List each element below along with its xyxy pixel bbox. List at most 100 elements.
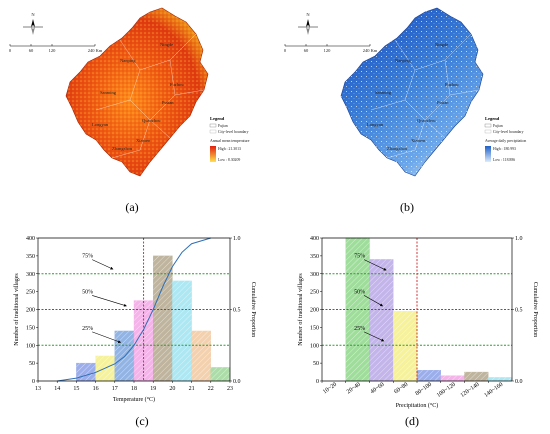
- legend-title: Legend: [485, 116, 500, 121]
- y-tick-label: 200: [26, 308, 35, 314]
- precipitation-map: N 0 60 120 240 Km Ningde N: [284, 7, 526, 177]
- y2-tick-label: 1.0: [515, 236, 523, 242]
- legend-high: High : 180.993: [493, 147, 516, 151]
- city-labels: Ningde Nanping Sanming Fuzhou Putian Qua…: [367, 42, 459, 151]
- histogram-bar-hatch: [393, 311, 417, 381]
- x-tick-label: 23: [227, 386, 233, 392]
- y2-tick-label: 0.0: [233, 379, 241, 385]
- y-tick-label: 0: [32, 379, 35, 385]
- histogram-bar-hatch: [153, 255, 173, 381]
- city-label: Nanping: [395, 58, 411, 63]
- north-arrow-icon: N: [298, 12, 318, 35]
- city-boundaries: [370, 33, 480, 159]
- legend-low: Low : 8.30209: [218, 158, 240, 162]
- percentile-annotation: 75%: [354, 254, 365, 260]
- legend-ramp-title: Annual mean temperature: [210, 139, 250, 143]
- y-tick-label: 100: [310, 343, 319, 349]
- x-tick-label: 140~160: [483, 382, 504, 399]
- north-label: N: [31, 12, 35, 17]
- histogram-bar-hatch: [191, 330, 211, 381]
- scale-label: 120: [324, 48, 332, 53]
- city-label: Longyan: [92, 122, 109, 127]
- legend-high: High : 21.3013: [218, 147, 241, 151]
- temperature-map: N 0 60 120 240 Km: [9, 7, 250, 177]
- y-tick-label: 150: [310, 325, 319, 331]
- percentile-annotation: 50%: [82, 289, 93, 295]
- north-arrow-icon: N: [23, 12, 43, 35]
- city-label: Zhangzhou: [112, 146, 133, 151]
- x-axis-label: Temperature (°C): [113, 396, 155, 403]
- y-tick-label: 300: [310, 272, 319, 278]
- north-label: N: [306, 12, 310, 17]
- y-tick-label: 400: [310, 236, 319, 242]
- scale-label: 60: [304, 48, 309, 53]
- y-tick-label: 400: [26, 236, 35, 242]
- percentile-annotation: 25%: [354, 326, 365, 332]
- x-tick-label: 21: [189, 386, 195, 392]
- city-label: Ningde: [160, 42, 173, 47]
- legend-item: Fujian: [493, 124, 503, 128]
- y-tick-label: 350: [26, 254, 35, 260]
- scale-label: 240 Km: [363, 48, 378, 53]
- annotation-arrow: [92, 295, 127, 307]
- scale-label: 0: [284, 48, 287, 53]
- city-labels: Ningde Nanping Sanming Fuzhou Putian Qua…: [92, 42, 184, 151]
- city-label: Putian: [437, 100, 449, 105]
- y-tick-label: 350: [310, 254, 319, 260]
- city-label: Quanzhou: [142, 118, 161, 123]
- y2-tick-label: 0.5: [233, 308, 241, 314]
- y-tick-label: 150: [26, 325, 35, 331]
- y-tick-label: 50: [29, 361, 35, 367]
- city-label: Nanping: [120, 58, 136, 63]
- x-axis-label: Precipitation (°C): [396, 402, 439, 409]
- caption-a: (a): [125, 200, 139, 214]
- percentile-annotation: 75%: [82, 254, 93, 260]
- map-legend: Legend Fujian City-level boundary Annual…: [209, 116, 250, 162]
- scale-label: 240 Km: [88, 48, 103, 53]
- y2-tick-label: 1.0: [233, 236, 241, 242]
- city-label: Longyan: [367, 122, 384, 127]
- caption-b: (b): [400, 200, 414, 214]
- y-axis-label: Number of traditional villages: [297, 273, 304, 346]
- histogram-bar-hatch: [440, 375, 465, 381]
- map-legend: Legend Fujian City-level boundary Averag…: [484, 116, 526, 162]
- legend-ramp-title: Average daily precipitation: [485, 139, 526, 143]
- map-panel-temperature: N 0 60 120 240 Km: [0, 0, 270, 190]
- histogram-bar-hatch: [76, 363, 96, 381]
- y-tick-label: 250: [26, 290, 35, 296]
- annotation-arrow: [363, 331, 385, 342]
- y2-axis-label: Cumulative Proportion: [532, 282, 538, 337]
- legend-item: City-level boundary: [493, 130, 524, 134]
- y-tick-label: 100: [26, 343, 35, 349]
- x-tick-label: 20: [169, 386, 175, 392]
- city-label: Zhangzhou: [387, 146, 408, 151]
- x-tick-label: 16: [93, 386, 99, 392]
- city-label: Fuzhou: [170, 82, 184, 87]
- scale-label: 120: [49, 48, 57, 53]
- temperature-histogram: 0 50 100 150 200 250 300 350 400 0.0 0.5 1.0 Number …: [13, 236, 256, 403]
- x-tick-label: 80~100: [415, 382, 433, 397]
- y-tick-label: 0: [316, 379, 319, 385]
- x-tick-label: 15: [73, 386, 79, 392]
- y-tick-label: 250: [310, 290, 319, 296]
- scale-label: 0: [9, 48, 12, 53]
- city-label: Fuzhou: [445, 82, 459, 87]
- x-tick-label: 17: [112, 386, 118, 392]
- city-label: Quanzhou: [417, 118, 436, 123]
- y2-axis-label: Cumulative Proportion: [250, 282, 256, 337]
- annotation-arrow: [363, 259, 387, 271]
- x-tick-label: 22: [208, 386, 214, 392]
- x-tick-label: 14: [54, 386, 60, 392]
- y-tick-label: 200: [310, 308, 319, 314]
- legend-title: Legend: [210, 116, 225, 121]
- x-tick-label: 10~20: [322, 382, 338, 396]
- x-tick-label: 60~80: [393, 382, 409, 396]
- y-tick-label: 300: [26, 272, 35, 278]
- y2-tick-label: 0.0: [515, 379, 523, 385]
- annotation-arrow: [363, 295, 384, 307]
- legend-item: Fujian: [218, 124, 228, 128]
- annotation-arrow: [92, 331, 122, 343]
- x-tick-label: 40~60: [370, 382, 386, 396]
- city-boundaries: [95, 33, 205, 159]
- y2-tick-label: 0.5: [515, 308, 523, 314]
